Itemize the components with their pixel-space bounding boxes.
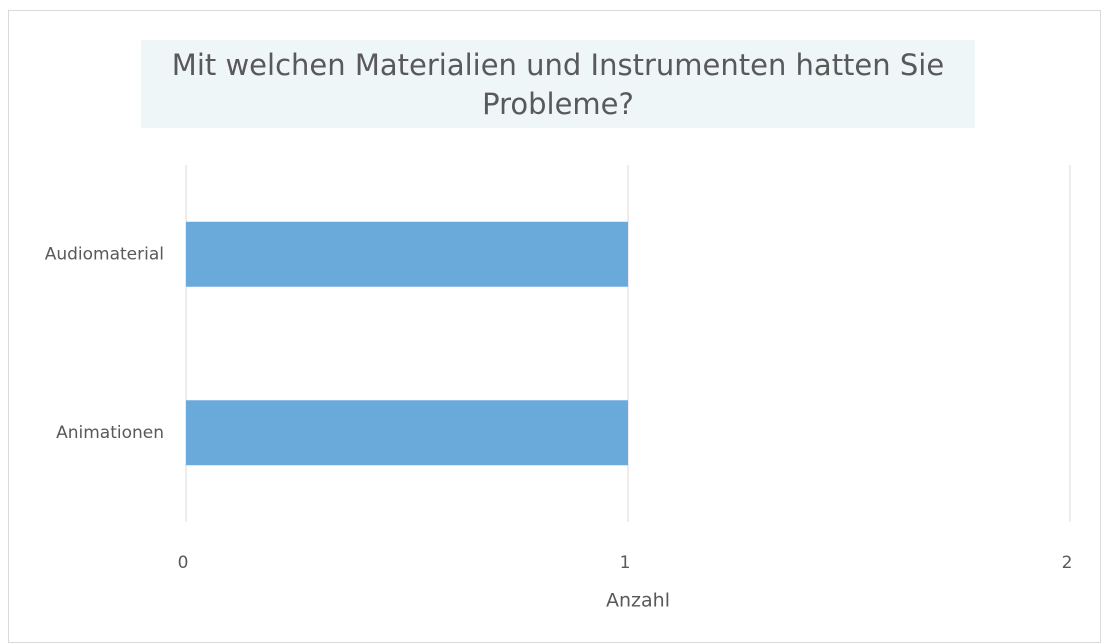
y-tick-label: Audiomaterial	[45, 244, 164, 264]
y-tick-label: Animationen	[56, 423, 164, 443]
chart-border	[8, 10, 1101, 643]
bar	[186, 400, 628, 466]
x-tick-label: 0	[178, 553, 189, 573]
bar	[186, 221, 628, 287]
x-tick-label: 2	[1062, 553, 1073, 573]
x-axis-label: Anzahl	[606, 590, 670, 612]
chart-title: Mit welchen Materialien und Instrumenten…	[141, 40, 975, 128]
x-tick-label: 1	[620, 553, 631, 573]
